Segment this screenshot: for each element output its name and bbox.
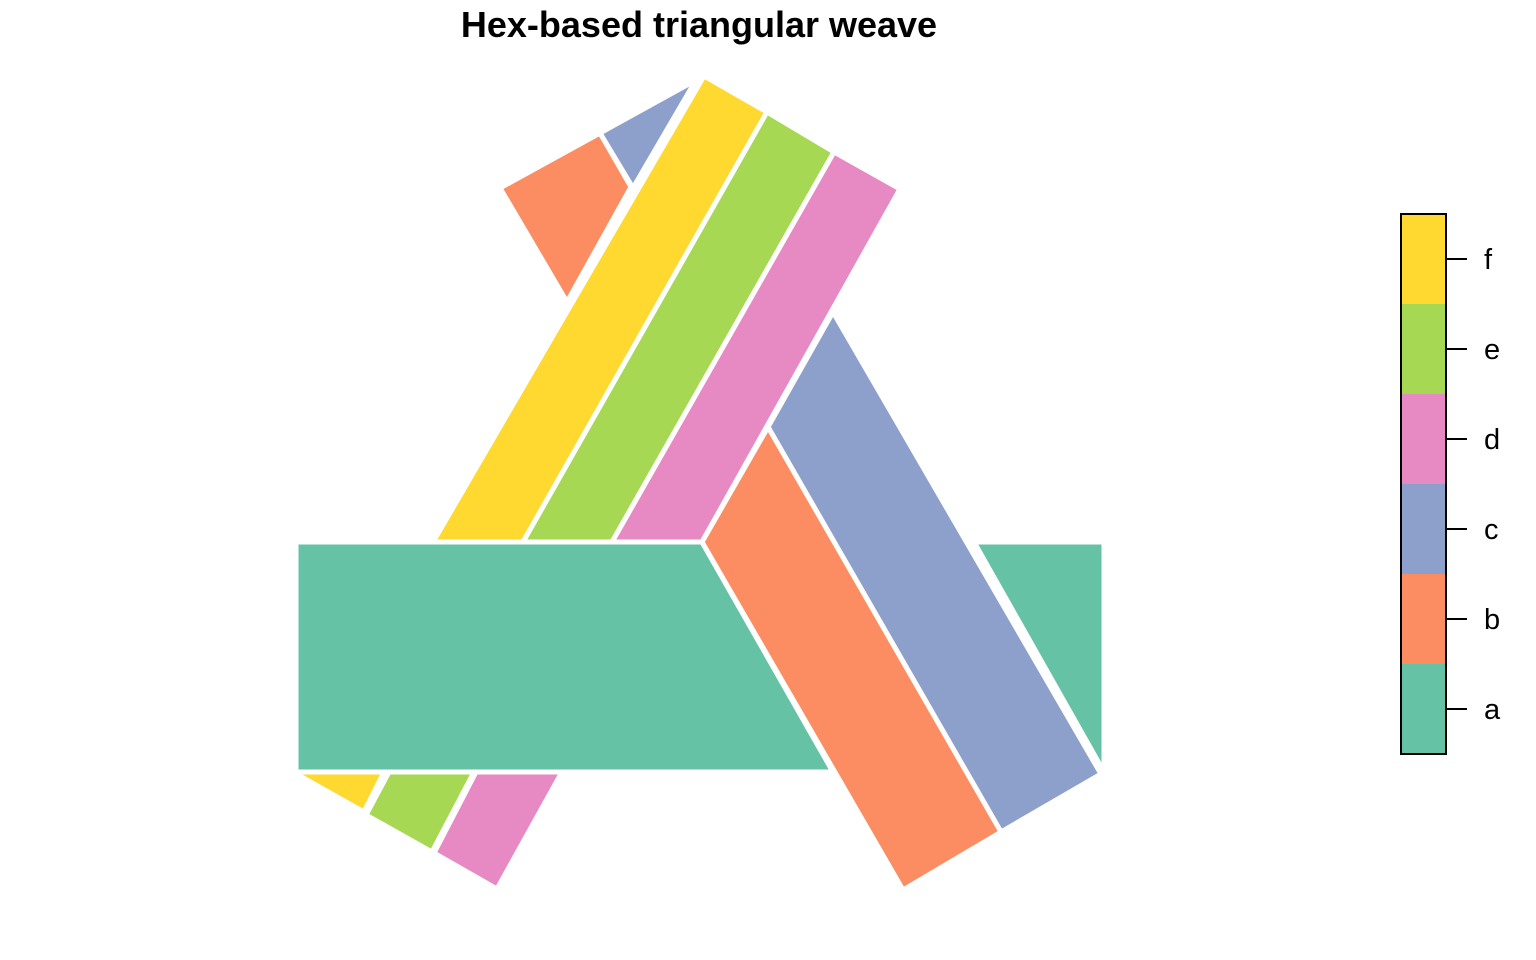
legend-label-b: b bbox=[1484, 604, 1500, 636]
band-a-right bbox=[969, 539, 1107, 782]
legend-swatch-b bbox=[1401, 574, 1446, 664]
legend: f e d c b a bbox=[1400, 213, 1501, 755]
legend-label-d: d bbox=[1484, 424, 1500, 456]
strand-b bbox=[699, 421, 1005, 894]
legend-swatch-c bbox=[1401, 484, 1446, 574]
legend-label-c: c bbox=[1484, 514, 1499, 546]
weave bbox=[293, 72, 1107, 894]
legend-ticks bbox=[1446, 258, 1467, 710]
legend-frame bbox=[1400, 213, 1447, 755]
legend-label-e: e bbox=[1484, 334, 1500, 366]
legend-swatch-d bbox=[1401, 394, 1446, 484]
legend-label-a: a bbox=[1484, 694, 1501, 726]
strand-c-upper bbox=[596, 73, 703, 193]
legend-swatch-e bbox=[1401, 304, 1446, 394]
legend-swatch-a bbox=[1401, 664, 1446, 754]
legend-label-f: f bbox=[1484, 244, 1493, 276]
diagram-title: Hex-based triangular weave bbox=[461, 4, 937, 45]
legend-swatch-f bbox=[1401, 214, 1446, 304]
